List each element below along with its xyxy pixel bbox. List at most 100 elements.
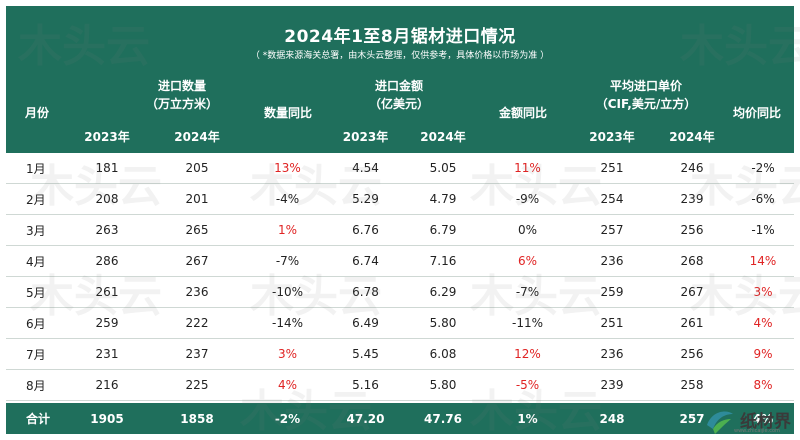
cell-amount-2023: 4.54 [328, 153, 403, 184]
cell-volume-2024: 237 [147, 338, 247, 370]
cell-volume-2023: 231 [67, 338, 147, 370]
total-amount-2023: 47.20 [346, 411, 385, 426]
cell-price-2023: 251 [572, 153, 652, 184]
cell-volume-yoy: 1% [247, 214, 328, 246]
cell-volume-2023: 208 [67, 183, 147, 215]
header-month: 月份 [24, 106, 49, 120]
cell-amount-2023: 6.76 [328, 214, 403, 246]
cell-price-2024: 268 [652, 245, 732, 277]
cell-price-2024: 261 [652, 307, 732, 339]
cell-price-2023: 239 [572, 369, 652, 401]
total-volume-2024: 1858 [180, 411, 214, 426]
cell-volume-2024: 205 [147, 153, 247, 184]
cell-price-2024: 256 [652, 338, 732, 370]
header-volume-2023: 2023年 [84, 130, 130, 144]
cell-price-2024: 256 [652, 214, 732, 246]
total-amount-2024: 47.76 [424, 411, 462, 426]
cell-month: 4月 [6, 245, 67, 277]
cell-amount-2024: 6.29 [403, 276, 483, 308]
total-volume-2023: 1905 [90, 411, 124, 426]
cell-price-2023: 251 [572, 307, 652, 339]
header-volume-yoy: 数量同比 [263, 106, 312, 120]
table-header: 2024年1至8月锯材进口情况 （ *数据来源海关总署，由木头云整理，仅供参考，… [6, 6, 794, 153]
cell-volume-yoy: -10% [247, 276, 328, 308]
total-label: 合计 [26, 412, 51, 426]
cell-volume-yoy: 3% [247, 338, 328, 370]
logo-url: www.zhicaijie.com [734, 428, 780, 434]
table-row: 6月 259 222 -14% 6.49 5.80 -11% 251 261 4% [6, 307, 794, 339]
cell-volume-yoy: -7% [247, 245, 328, 277]
source-note: （ *数据来源海关总署，由木头云整理，仅供参考，具体价格以市场为准 ） [250, 51, 550, 61]
page-title: 2024年1至8月锯材进口情况 [284, 27, 516, 47]
header-price-2024: 2024年 [669, 130, 715, 144]
cell-amount-yoy: -7% [483, 276, 572, 308]
site-logo: 纸材界 www.zhicaijie.com [704, 407, 798, 437]
total-price-2023: 248 [599, 411, 625, 426]
cell-amount-2023: 6.78 [328, 276, 403, 308]
cell-volume-2023: 259 [67, 307, 147, 339]
cell-amount-2024: 5.80 [403, 369, 483, 401]
cell-price-yoy: -2% [732, 153, 794, 184]
table-row: 8月 216 225 4% 5.16 5.80 -5% 239 258 8% [6, 369, 794, 401]
cell-amount-yoy: 11% [483, 153, 572, 184]
cell-volume-2023: 261 [67, 276, 147, 308]
cell-amount-yoy: 0% [483, 214, 572, 246]
cell-price-2024: 258 [652, 369, 732, 401]
cell-month: 3月 [6, 214, 67, 246]
cell-volume-yoy: -14% [247, 307, 328, 339]
cell-month: 5月 [6, 276, 67, 308]
cell-price-yoy: -6% [732, 183, 794, 215]
table-row: 7月 231 237 3% 5.45 6.08 12% 236 256 9% [6, 338, 794, 370]
cell-price-yoy: 4% [732, 307, 794, 339]
cell-volume-yoy: 4% [247, 369, 328, 401]
cell-amount-2024: 4.79 [403, 183, 483, 215]
header-price-2023: 2023年 [589, 130, 635, 144]
table-row: 3月 263 265 1% 6.76 6.79 0% 257 256 -1% [6, 214, 794, 246]
cell-amount-2024: 6.79 [403, 214, 483, 246]
cell-volume-2024: 222 [147, 307, 247, 339]
cell-month: 8月 [6, 369, 67, 401]
cell-amount-yoy: -9% [483, 183, 572, 215]
cell-volume-2023: 181 [67, 153, 147, 184]
header-amount-group: 进口金额 [374, 79, 423, 93]
total-amount-yoy: 1% [517, 411, 538, 426]
cell-volume-2023: 216 [67, 369, 147, 401]
cell-month: 1月 [6, 153, 67, 184]
cell-amount-2023: 6.74 [328, 245, 403, 277]
cell-price-2023: 236 [572, 338, 652, 370]
cell-amount-2024: 6.08 [403, 338, 483, 370]
cell-price-2024: 246 [652, 153, 732, 184]
cell-amount-yoy: -11% [483, 307, 572, 339]
cell-amount-2024: 7.16 [403, 245, 483, 277]
cell-price-yoy: 8% [732, 369, 794, 401]
cell-volume-2023: 263 [67, 214, 147, 246]
cell-amount-yoy: 6% [483, 245, 572, 277]
cell-volume-2024: 265 [147, 214, 247, 246]
cell-price-2023: 259 [572, 276, 652, 308]
cell-volume-2024: 201 [147, 183, 247, 215]
cell-price-yoy: 14% [732, 245, 794, 277]
data-table: 1月 181 205 13% 4.54 5.05 11% 251 246 -2% 2月 208 201-… [6, 153, 794, 401]
cell-amount-2023: 5.29 [328, 183, 403, 215]
cell-amount-yoy: -5% [483, 369, 572, 401]
logo-text: 纸材界 [740, 412, 791, 432]
table-row: 5月 261 236 -10% 6.78 6.29 -7% 259 267 3% [6, 276, 794, 308]
logo-icon [707, 411, 733, 434]
cell-amount-2024: 5.05 [403, 153, 483, 184]
cell-volume-2023: 286 [67, 245, 147, 277]
cell-volume-yoy: -4% [247, 183, 328, 215]
cell-amount-2024: 5.80 [403, 307, 483, 339]
cell-price-yoy: -1% [732, 214, 794, 246]
cell-amount-2023: 5.45 [328, 338, 403, 370]
cell-month: 2月 [6, 183, 67, 215]
table-row: 1月 181 205 13% 4.54 5.05 11% 251 246 -2% [6, 153, 794, 184]
cell-volume-2024: 267 [147, 245, 247, 277]
cell-month: 6月 [6, 307, 67, 339]
total-volume-yoy: -2% [274, 411, 301, 426]
cell-volume-yoy: 13% [247, 153, 328, 184]
cell-volume-2024: 236 [147, 276, 247, 308]
header-amount-yoy: 金额同比 [498, 106, 547, 120]
table-row: 4月 286 267 -7% 6.74 7.16 6% 236 268 14% [6, 245, 794, 277]
header-volume-unit: （万立方米） [145, 97, 218, 111]
